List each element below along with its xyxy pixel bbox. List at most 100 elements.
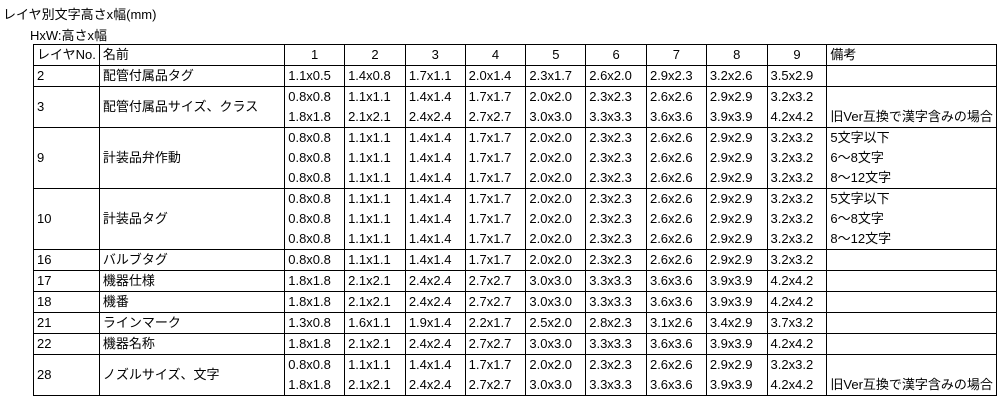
table-row: 0.8x0.8 1.1x1.1 1.4x1.4 1.7x1.7 2.0x2.0 2.3x2… [34, 168, 997, 189]
layer-no-cell: 10 [33, 188, 100, 250]
size-cell: 2.7x2.7 [464, 291, 527, 313]
size-cell: 2.0x2.0 [525, 168, 587, 189]
size-cell: 1.7x1.7 [464, 168, 527, 189]
size-cell: 1.1x1.1 [344, 209, 406, 229]
size-cell: 1.1x1.1 [344, 188, 406, 209]
size-cell: 3.1x2.6 [645, 312, 707, 334]
table-row: 0.8x0.8 1.1x1.1 1.4x1.4 1.7x1.7 2.0x2.0 2.3x2… [34, 148, 997, 168]
size-cell: 2.6x2.6 [645, 168, 707, 189]
remark-cell [826, 333, 997, 355]
size-cell: 2.0x2.0 [525, 354, 587, 375]
table-row: 22 機器名称 1.8x1.8 2.1x2.1 2.4x2.4 2.7x2.7 3.0x3.… [33, 333, 997, 355]
size-cell: 2.1x2.1 [344, 291, 406, 313]
table-header: レイヤNo. 名前 1 2 3 4 5 6 7 8 9 備考 [33, 44, 997, 66]
size-cell: 1.1x1.1 [344, 86, 406, 107]
size-cell: 0.8x0.8 [284, 354, 346, 375]
layer-no-cell: 18 [33, 291, 100, 313]
size-cell: 1.4x1.4 [404, 354, 466, 375]
size-cell: 4.2x4.2 [766, 375, 828, 396]
size-cell: 3.7x3.2 [766, 312, 828, 334]
remark-cell [826, 65, 997, 87]
remark-cell [826, 249, 997, 271]
size-cell: 1.9x1.4 [404, 312, 466, 334]
size-cell: 2.7x2.7 [464, 375, 527, 396]
table-row: 28 ノズルサイズ、文字 0.8x0.8 1.1x1.1 1.4x1.4 1.7x1.7 2… [33, 354, 997, 396]
size-cell: 2.4x2.4 [404, 270, 466, 292]
remark-cell [826, 354, 997, 375]
size-cell: 1.7x1.7 [464, 148, 527, 168]
size-cell: 3.2x3.2 [766, 209, 828, 229]
layer-name-cell: 配管付属品タグ [98, 65, 286, 87]
remark-cell: 6～8文字 [826, 209, 997, 229]
size-cell: 1.7x1.7 [464, 127, 527, 148]
size-cell: 3.9x3.9 [705, 333, 768, 355]
size-cell: 1.1x1.1 [344, 148, 406, 168]
size-cell: 4.2x4.2 [766, 333, 828, 355]
size-cell: 2.9x2.9 [705, 249, 768, 271]
size-cell: 2.4x2.4 [404, 333, 466, 355]
size-cell: 1.8x1.8 [284, 375, 346, 396]
size-cell: 2.6x2.6 [645, 229, 707, 250]
size-cell: 1.3x0.8 [284, 312, 346, 334]
size-cell: 2.0x2.0 [525, 249, 587, 271]
size-cell: 3.3x3.3 [585, 333, 647, 355]
size-cell: 3.3x3.3 [585, 270, 647, 292]
size-cell: 1.7x1.1 [404, 65, 466, 87]
size-cell: 0.8x0.8 [284, 229, 346, 250]
size-cell: 2.2x1.7 [464, 312, 527, 334]
size-cell: 2.1x2.1 [344, 333, 406, 355]
layer-name-cell: 計装品弁作動 [98, 127, 286, 189]
layer-no-cell: 21 [33, 312, 100, 334]
size-cell: 0.8x0.8 [284, 209, 346, 229]
size-cell: 3.2x3.2 [766, 86, 828, 107]
size-cell: 2.3x2.3 [585, 127, 647, 148]
size-cell: 2.0x2.0 [525, 209, 587, 229]
layer-no-cell: 17 [33, 270, 100, 292]
size-cell: 2.3x2.3 [585, 354, 647, 375]
size-cell: 2.9x2.9 [705, 127, 768, 148]
size-cell: 0.8x0.8 [284, 249, 346, 271]
col-header-9: 9 [766, 44, 828, 66]
size-cell: 2.1x2.1 [344, 107, 406, 128]
remark-cell: 旧Ver互換で漢字含みの場合 [826, 107, 997, 128]
layer-name-cell: ノズルサイズ、文字 [98, 354, 286, 396]
size-cell: 3.3x3.3 [585, 291, 647, 313]
size-cell: 1.8x1.8 [284, 291, 346, 313]
size-cell: 3.2x3.2 [766, 168, 828, 189]
remark-cell [826, 291, 997, 313]
size-cell: 2.9x2.9 [705, 209, 768, 229]
size-cell: 2.6x2.0 [585, 65, 647, 87]
layer-name-cell: バルブタグ [98, 249, 286, 271]
size-cell: 1.1x1.1 [344, 229, 406, 250]
layer-no-cell: 9 [33, 127, 100, 189]
size-cell: 2.9x2.9 [705, 188, 768, 209]
size-cell: 1.4x1.4 [404, 229, 466, 250]
size-cell: 2.9x2.9 [705, 354, 768, 375]
layer-no-cell: 2 [33, 65, 100, 87]
size-cell: 3.0x3.0 [525, 333, 587, 355]
col-header-7: 7 [645, 44, 707, 66]
size-cell: 2.6x2.6 [645, 86, 707, 107]
size-cell: 2.5x2.0 [525, 312, 587, 334]
layer-no-cell: 16 [33, 249, 100, 271]
table-row: 1.8x1.8 2.1x2.1 2.4x2.4 2.7x2.7 3.0x3.0 3.3x3… [34, 375, 997, 396]
size-cell: 3.2x3.2 [766, 148, 828, 168]
size-cell: 1.4x1.4 [404, 148, 466, 168]
size-cell: 1.7x1.7 [464, 188, 527, 209]
size-cell: 0.8x0.8 [284, 188, 346, 209]
size-cell: 2.1x2.1 [344, 375, 406, 396]
size-cell: 2.6x2.6 [645, 209, 707, 229]
size-cell: 1.1x1.1 [344, 354, 406, 375]
layer-name-cell: 機器仕様 [98, 270, 286, 292]
size-cell: 3.2x3.2 [766, 229, 828, 250]
size-cell: 3.2x3.2 [766, 188, 828, 209]
col-header-5: 5 [525, 44, 587, 66]
size-cell: 3.6x3.6 [645, 375, 707, 396]
size-cell: 2.3x2.3 [585, 86, 647, 107]
size-cell: 3.3x3.3 [585, 375, 647, 396]
table-row: 0.8x0.8 1.1x1.1 1.4x1.4 1.7x1.7 2.0x2.0 2.3x2… [34, 229, 997, 250]
size-cell: 3.3x3.3 [585, 107, 647, 128]
size-cell: 2.3x2.3 [585, 148, 647, 168]
size-cell: 2.0x1.4 [464, 65, 527, 87]
size-cell: 2.3x2.3 [585, 249, 647, 271]
